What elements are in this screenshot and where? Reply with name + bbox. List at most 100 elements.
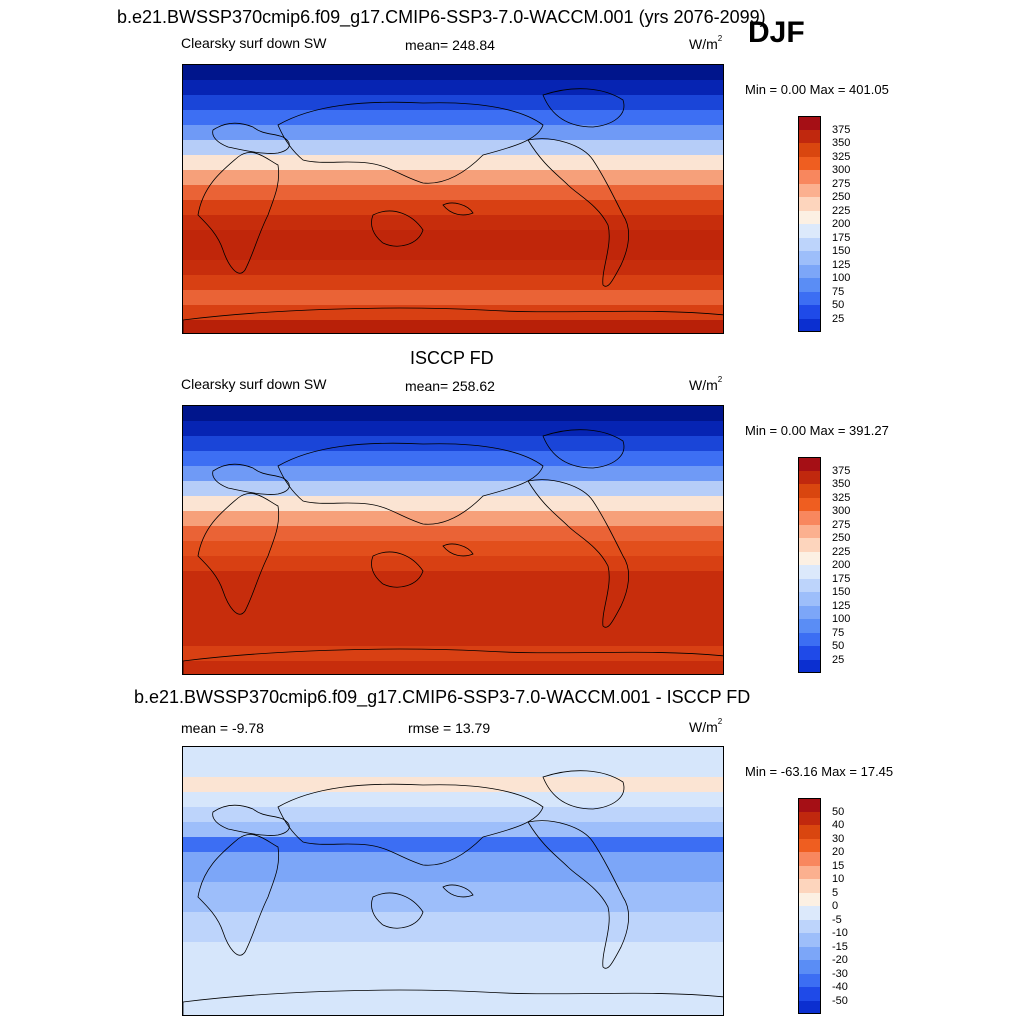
panel-2-mean: mean= 258.62 (405, 378, 495, 394)
colorbar-tick-label: -50 (832, 994, 848, 1007)
colorbar-swatch (798, 632, 821, 646)
colorbar-tick-label: 75 (832, 285, 845, 298)
map-band (183, 245, 723, 261)
colorbar-swatch (798, 551, 821, 565)
map-band (183, 406, 723, 422)
map-band (183, 155, 723, 171)
coastline (371, 892, 424, 929)
map-band (183, 305, 723, 321)
colorbar-tick-label: 50 (832, 299, 845, 311)
colorbar-swatch (798, 156, 821, 170)
coastline (197, 152, 280, 274)
colorbar-swatch (798, 278, 821, 292)
colorbar-swatch (798, 946, 821, 960)
panel-3-minmax: Min = -63.16 Max = 17.45 (745, 764, 894, 779)
colorbar-swatch (798, 291, 821, 305)
map-band (183, 526, 723, 542)
colorbar-tick-label: 10 (832, 873, 845, 885)
colorbar-swatch (798, 116, 821, 130)
coastline (371, 551, 424, 588)
colorbar-swatch (798, 264, 821, 278)
coastline (527, 479, 630, 628)
panel-3-map (182, 746, 724, 1016)
season-label: DJF (748, 16, 805, 49)
colorbar-swatch (798, 538, 821, 552)
coastline (277, 783, 544, 866)
colorbar-swatch (798, 318, 821, 332)
coastline (212, 804, 290, 836)
panel-2-title: ISCCP FD (410, 348, 494, 368)
colorbar-tick-label: 275 (832, 518, 851, 531)
colorbar-swatch (798, 973, 821, 987)
coastline (442, 884, 474, 898)
colorbar-tick-label: 200 (832, 218, 851, 230)
map-svg (183, 406, 723, 674)
panel-3-mean: mean = -9.78 (181, 720, 264, 736)
colorbar-tick-label: 40 (832, 819, 845, 831)
colorbar-tick-label: 0 (832, 900, 839, 912)
colorbar-tick-label: 25 (832, 312, 845, 325)
colorbar-swatch (798, 987, 821, 1001)
map-band (183, 185, 723, 201)
map-band (183, 511, 723, 527)
colorbar-tick-label: 50 (832, 640, 845, 652)
colorbar-swatch (798, 170, 821, 184)
colorbar-tick-label: 25 (832, 653, 845, 666)
colorbar-tick-label: 75 (832, 626, 845, 639)
map-band (183, 290, 723, 306)
colorbar-swatch (798, 251, 821, 265)
map-band (183, 942, 723, 958)
colorbar-tick-label: 200 (832, 559, 851, 571)
colorbar-swatch (798, 811, 821, 825)
map-band (183, 466, 723, 482)
map-band (183, 65, 723, 81)
colorbar-tick-label: 325 (832, 150, 851, 163)
map-band (183, 556, 723, 572)
colorbar-tick-label: 300 (832, 505, 851, 517)
map-band (183, 200, 723, 216)
map-band (183, 792, 723, 808)
panel-2-map (182, 405, 724, 675)
map-band (183, 807, 723, 823)
panel-1-map (182, 64, 724, 334)
colorbar-swatch (798, 825, 821, 839)
colorbar-swatch (798, 838, 821, 852)
colorbar-tick-label: -15 (832, 940, 848, 953)
colorbar-swatch (798, 605, 821, 619)
map-band (183, 451, 723, 467)
coastline (212, 122, 290, 154)
map-band (183, 747, 723, 763)
map-band (183, 927, 723, 943)
colorbar-swatch (798, 1000, 821, 1014)
colorbar-tick-label: -5 (832, 913, 842, 926)
coastline (183, 648, 723, 674)
colorbar-tick-label: -40 (832, 981, 848, 993)
map-band (183, 496, 723, 512)
colorbar-tick-label: -30 (832, 967, 848, 980)
colorbar-swatch (798, 470, 821, 484)
colorbar-swatch (798, 578, 821, 592)
map-band (183, 140, 723, 156)
map-band (183, 882, 723, 898)
colorbar-tick-label: 250 (832, 532, 851, 544)
colorbar-tick-label: 225 (832, 545, 851, 558)
map-band (183, 972, 723, 988)
map-band (183, 852, 723, 868)
colorbar-swatch (798, 305, 821, 319)
colorbar-tick-label: 375 (832, 464, 851, 477)
panel-1-units: W/m2 (689, 34, 723, 52)
colorbar-swatch (798, 497, 821, 511)
coastline (527, 820, 630, 969)
panel-1-mean: mean= 248.84 (405, 37, 495, 53)
map-band (183, 912, 723, 928)
map-band (183, 631, 723, 647)
map-band (183, 586, 723, 602)
coastline (542, 429, 625, 469)
map-band (183, 867, 723, 883)
colorbar-swatch (798, 524, 821, 538)
map-band (183, 762, 723, 778)
colorbar-tick-label: 350 (832, 478, 851, 490)
panel-2-minmax: Min = 0.00 Max = 391.27 (745, 423, 889, 438)
coastline (197, 834, 280, 956)
panel-2-colorbar (798, 457, 821, 673)
